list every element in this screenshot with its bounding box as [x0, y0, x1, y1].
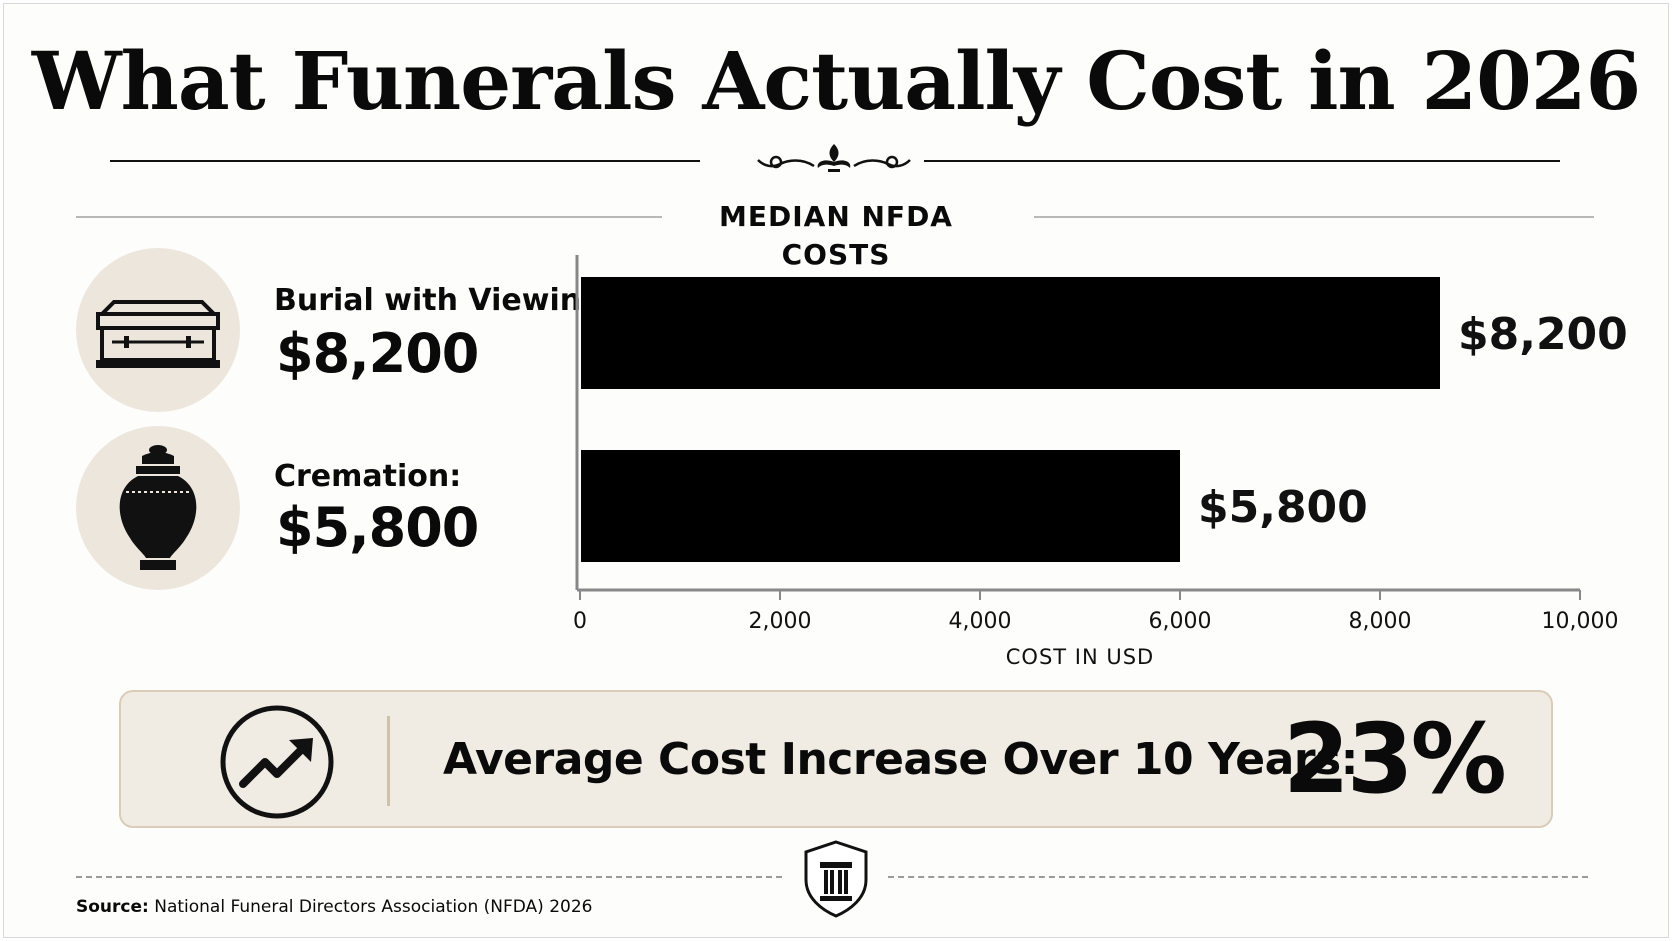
cost-bar-chart: 0 2,000 4,000 6,000 8,000 10,000 COST IN USD $8… [573, 255, 1628, 669]
urn-icon [119, 445, 197, 570]
x-axis-title: COST IN USD [1006, 645, 1154, 669]
section-rule-left [76, 216, 662, 218]
cremation-value: $5,800 [276, 496, 479, 559]
source-note: Source: National Funeral Directors Assoc… [76, 895, 592, 919]
page-title: What Funerals Actually Cost in 2026 [31, 34, 1641, 128]
footer-dash-right [888, 876, 1588, 878]
pillar-shield-icon [804, 840, 868, 918]
callout-label: Average Cost Increase Over 10 Years: [443, 734, 1358, 785]
fleur-ornament-icon [757, 144, 911, 172]
bar-burial [581, 277, 1440, 389]
bar-data-label: $8,200 [1458, 309, 1628, 360]
burial-icon-circle [76, 248, 240, 412]
x-tick-label: 2,000 [749, 609, 812, 634]
footer-dash-left [76, 876, 782, 878]
burial-label: Burial with Viewing: [274, 283, 615, 318]
x-tick-label: 4,000 [949, 609, 1012, 634]
ornament-rule-left [110, 160, 700, 162]
section-rule-right [1034, 216, 1594, 218]
bar-cremation [581, 450, 1180, 562]
trending-up-icon [220, 705, 334, 819]
x-tick-label: 0 [573, 609, 587, 634]
x-tick-label: 10,000 [1542, 609, 1619, 634]
cost-increase-callout: Average Cost Increase Over 10 Years: 23% [119, 690, 1553, 828]
casket-icon [96, 300, 220, 368]
ornament-rule-right [924, 160, 1560, 162]
cremation-icon-circle [76, 426, 240, 590]
x-tick-label: 8,000 [1349, 609, 1412, 634]
source-label: Source: [76, 897, 149, 917]
bar-data-label: $5,800 [1198, 482, 1368, 533]
callout-value: 23% [1283, 703, 1507, 815]
source-text: National Funeral Directors Association (… [154, 897, 593, 917]
x-tick-label: 6,000 [1149, 609, 1212, 634]
cremation-label: Cremation: [274, 459, 462, 494]
callout-divider [387, 716, 390, 806]
burial-value: $8,200 [276, 322, 479, 385]
section-label: MEDIAN NFDA COSTS [719, 200, 953, 271]
